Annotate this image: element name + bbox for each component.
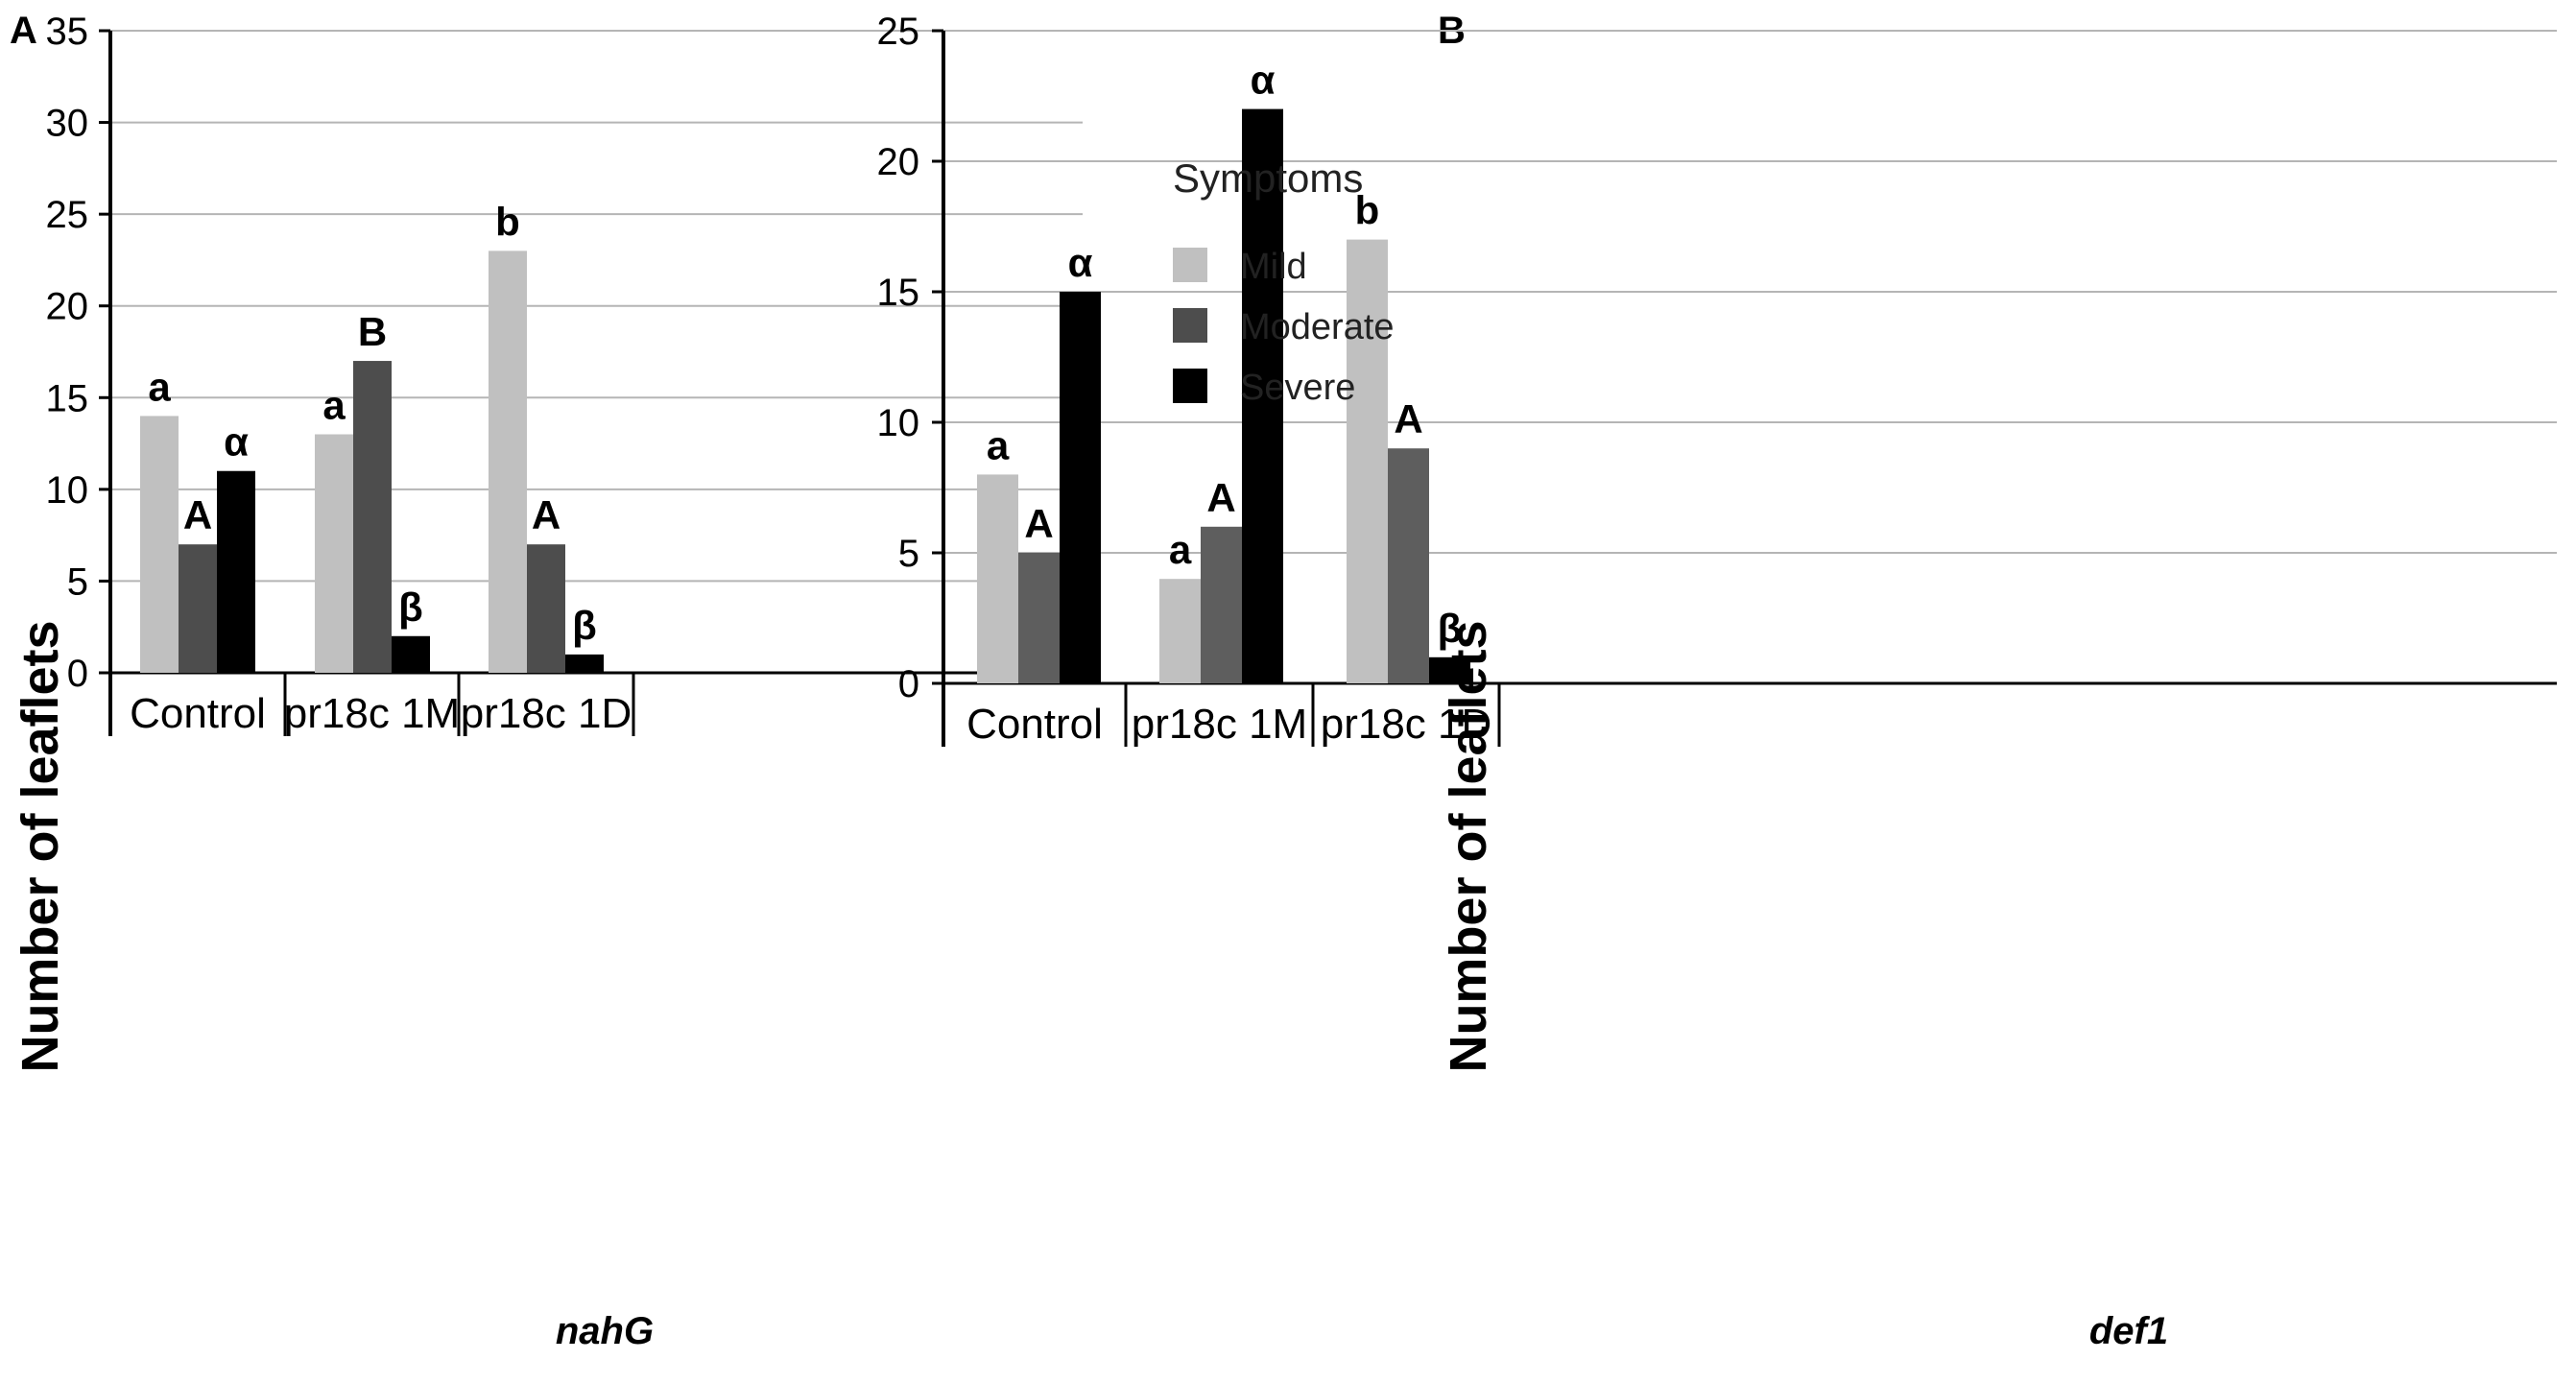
panel-b-y-tick-label: 20 — [877, 141, 920, 183]
panel-a-letter: A — [10, 10, 37, 52]
panel-a-group-label: nahG — [556, 1310, 654, 1352]
panel-b-significance-label: α — [1068, 240, 1093, 285]
legend-swatch-severe — [1173, 369, 1207, 403]
panel-a-chart: A Number of leaflets nahG 0 5 10 15 20 25 30 35… — [10, 10, 1083, 1352]
panel-b-chart: B Number of leaflets def1 0510152025Cont… — [877, 10, 2557, 1352]
panel-b-y-tick-label: 15 — [877, 272, 920, 314]
panel-a-x-tick-label: Control — [130, 690, 266, 737]
panel-b-bar-severe — [1242, 108, 1283, 684]
panel-b-x-tick-label: pr18c 1M — [1132, 701, 1307, 748]
panel-b-bar-severe — [1429, 656, 1470, 683]
panel-a-bar-severe — [217, 470, 255, 673]
panel-a-significance-label: β — [398, 585, 423, 630]
panel-b-y-tick-label: 0 — [898, 663, 919, 705]
panel-a-bar-moderate — [179, 544, 217, 673]
panel-a-bar-severe — [392, 635, 430, 673]
panel-b-y-axis-label: Number of leaflets — [1440, 620, 1497, 1072]
panel-a-bar-mild — [315, 434, 353, 673]
legend-label-mild: Mild — [1240, 247, 1307, 287]
legend: Symptoms Mild Moderate Severe — [1173, 155, 1395, 408]
panel-b-y-tick-label: 5 — [898, 533, 919, 575]
panel-b-x-tick-label: pr18c 1D — [1321, 701, 1492, 748]
panel-a-significance-label: β — [572, 603, 597, 648]
panel-b-significance-label: a — [987, 422, 1010, 467]
panel-a-bar-mild — [489, 251, 527, 673]
panel-b-bar-moderate — [1388, 448, 1429, 683]
panel-b-significance-label: a — [1169, 527, 1192, 572]
legend-swatch-moderate — [1173, 308, 1207, 343]
panel-b-bar-mild — [1159, 579, 1201, 683]
legend-swatch-mild — [1173, 248, 1207, 282]
panel-a-y-tick-label: 5 — [67, 561, 88, 603]
panel-b-significance-label: β — [1438, 606, 1463, 651]
panel-a-significance-label: A — [532, 492, 561, 537]
panel-a-significance-label: a — [148, 364, 171, 409]
panel-a-y-tick-label: 20 — [46, 286, 89, 328]
panel-b-bar-moderate — [1201, 526, 1242, 683]
panel-a-significance-label: B — [358, 309, 387, 354]
panel-a-y-tick-label: 25 — [46, 194, 89, 236]
panel-b-significance-label: A — [1206, 475, 1235, 520]
panel-a-bar-moderate — [353, 361, 392, 673]
panel-a-bar-severe — [565, 654, 604, 673]
panel-b-bar-mild — [977, 474, 1018, 683]
panel-a-bar-mild — [140, 416, 179, 673]
panel-b-significance-label: A — [1394, 396, 1422, 441]
panel-b-bar-severe — [1060, 292, 1101, 683]
panel-b-bar-mild — [1347, 239, 1388, 683]
panel-a-y-tick-label: 30 — [46, 103, 89, 145]
panel-a-significance-label: a — [322, 383, 346, 428]
panel-a-y-tick-label: 15 — [46, 377, 89, 419]
panel-b-y-tick-label: 25 — [877, 11, 920, 53]
panel-a-y-tick-label: 10 — [46, 469, 89, 512]
panel-a-y-tick-label: 35 — [46, 11, 89, 53]
panel-a-x-tick-label: pr18c 1D — [461, 690, 632, 737]
panel-a-significance-label: A — [183, 492, 212, 537]
panel-b-significance-label: b — [1355, 188, 1380, 233]
panel-b-x-tick-label: Control — [966, 701, 1103, 748]
panel-b-bar-moderate — [1018, 553, 1060, 683]
panel-b-significance-label: α — [1251, 58, 1276, 103]
panel-a-y-axis-label: Number of leaflets — [12, 620, 69, 1072]
panel-b-significance-label: A — [1024, 501, 1053, 546]
legend-label-severe: Severe — [1240, 368, 1355, 408]
panel-b-group-label: def1 — [2089, 1310, 2168, 1352]
panel-a-significance-label: b — [495, 199, 520, 244]
panel-a-significance-label: α — [224, 419, 249, 465]
panel-a-y-tick-label: 0 — [67, 653, 88, 695]
panel-a-bar-moderate — [527, 544, 565, 673]
legend-label-moderate: Moderate — [1240, 307, 1395, 347]
panel-b-y-tick-label: 10 — [877, 402, 920, 444]
panel-a-x-tick-label: pr18c 1M — [284, 690, 460, 737]
legend-title: Symptoms — [1173, 155, 1363, 201]
